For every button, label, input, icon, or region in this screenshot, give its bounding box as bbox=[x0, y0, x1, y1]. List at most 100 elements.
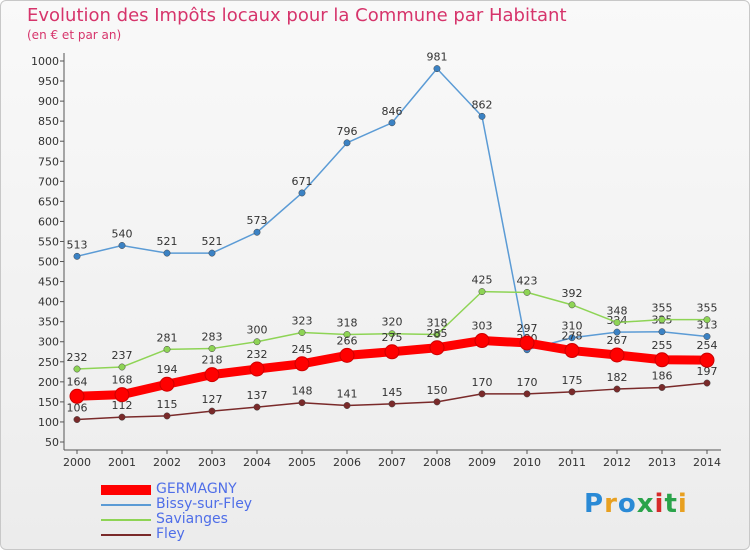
y-tick-label-250: 250 bbox=[38, 356, 59, 369]
x-tick-label-2014: 2014 bbox=[693, 456, 721, 469]
data-label-germagny-2012: 267 bbox=[607, 334, 628, 347]
data-point-bissy-sur-fley-2011 bbox=[568, 334, 576, 342]
y-tick-label-350: 350 bbox=[38, 316, 59, 329]
data-point-savianges-2009 bbox=[478, 288, 486, 296]
data-point-fley-2011 bbox=[568, 388, 576, 396]
legend-label-germagny: GERMAGNY bbox=[156, 481, 237, 497]
legend-label-bissy-sur-fley: Bissy-sur-Fley bbox=[156, 496, 253, 512]
y-tick-label-550: 550 bbox=[38, 235, 59, 248]
data-label-bissy-sur-fley-2011: 310 bbox=[562, 320, 583, 333]
legend-swatch-savianges bbox=[101, 519, 151, 521]
data-label-fley-2012: 182 bbox=[607, 371, 628, 384]
data-label-fley-2005: 148 bbox=[292, 385, 313, 398]
data-point-germagny-2011 bbox=[564, 343, 580, 359]
data-point-savianges-2014 bbox=[703, 316, 711, 324]
data-point-savianges-2012 bbox=[613, 319, 621, 326]
data-point-germagny-2002 bbox=[159, 376, 175, 392]
data-label-bissy-sur-fley-2009: 862 bbox=[472, 98, 493, 111]
y-tick-label-200: 200 bbox=[38, 376, 59, 389]
data-label-bissy-sur-fley-2002: 521 bbox=[157, 235, 178, 248]
data-point-savianges-2000 bbox=[73, 365, 81, 373]
data-label-bissy-sur-fley-2005: 671 bbox=[292, 175, 313, 188]
chart-subtitle: (en € et par an) bbox=[27, 28, 122, 42]
data-point-bissy-sur-fley-2014 bbox=[703, 333, 711, 340]
data-point-savianges-2006 bbox=[343, 331, 351, 338]
data-label-germagny-2004: 232 bbox=[247, 348, 268, 361]
y-tick-label-900: 900 bbox=[38, 95, 59, 108]
data-label-fley-2002: 115 bbox=[157, 398, 178, 411]
data-label-bissy-sur-fley-2007: 846 bbox=[382, 105, 403, 118]
y-tick-label-300: 300 bbox=[38, 336, 59, 349]
y-tick-label-600: 600 bbox=[38, 215, 59, 228]
data-point-bissy-sur-fley-2008 bbox=[433, 65, 441, 73]
logo-letter: o bbox=[617, 489, 637, 519]
data-point-savianges-2004 bbox=[253, 338, 261, 346]
logo-letter: t bbox=[664, 489, 678, 519]
legend-swatch-germagny bbox=[101, 485, 151, 495]
data-label-fley-2013: 186 bbox=[652, 369, 673, 382]
data-point-germagny-2003 bbox=[204, 367, 220, 383]
data-point-germagny-2010 bbox=[519, 335, 535, 351]
data-label-savianges-2013: 355 bbox=[652, 302, 673, 315]
data-point-savianges-2001 bbox=[118, 363, 126, 371]
data-label-fley-2006: 141 bbox=[337, 388, 358, 401]
data-label-savianges-2012: 348 bbox=[607, 304, 628, 317]
data-point-fley-2009 bbox=[478, 390, 486, 398]
data-label-germagny-2006: 266 bbox=[337, 334, 358, 347]
data-label-germagny-2002: 194 bbox=[157, 363, 178, 376]
data-point-savianges-2013 bbox=[658, 316, 666, 324]
legend-swatch-bissy-sur-fley bbox=[101, 504, 151, 506]
data-label-fley-2003: 127 bbox=[202, 393, 223, 406]
data-point-bissy-sur-fley-2001 bbox=[118, 242, 126, 249]
data-point-bissy-sur-fley-2006 bbox=[343, 139, 351, 147]
data-point-bissy-sur-fley-2000 bbox=[73, 252, 81, 260]
data-label-bissy-sur-fley-2000: 513 bbox=[67, 238, 88, 251]
data-point-germagny-2000 bbox=[69, 388, 85, 404]
data-label-germagny-2008: 285 bbox=[427, 327, 448, 340]
data-label-germagny-2009: 303 bbox=[472, 320, 493, 333]
logo-letter: P bbox=[584, 489, 605, 519]
data-point-savianges-2007 bbox=[388, 330, 396, 338]
legend-label-fley: Fley bbox=[156, 526, 185, 542]
data-label-savianges-2007: 320 bbox=[382, 316, 403, 329]
data-label-bissy-sur-fley-2003: 521 bbox=[202, 235, 223, 248]
data-label-savianges-2001: 237 bbox=[112, 349, 133, 362]
data-label-savianges-2005: 323 bbox=[292, 315, 313, 328]
y-tick-label-50: 50 bbox=[45, 436, 59, 449]
y-tick-label-100: 100 bbox=[38, 416, 59, 429]
data-label-savianges-2011: 392 bbox=[562, 287, 583, 300]
data-point-bissy-sur-fley-2013 bbox=[658, 328, 666, 336]
data-label-bissy-sur-fley-2008: 981 bbox=[427, 51, 448, 64]
data-label-germagny-2013: 255 bbox=[652, 339, 673, 352]
x-tick-label-2005: 2005 bbox=[288, 456, 316, 469]
data-point-germagny-2012 bbox=[609, 347, 625, 363]
data-point-bissy-sur-fley-2003 bbox=[208, 249, 216, 257]
data-label-fley-2000: 106 bbox=[67, 402, 88, 415]
logo-letter: x bbox=[636, 489, 655, 519]
data-label-germagny-2000: 164 bbox=[67, 375, 88, 388]
x-tick-label-2012: 2012 bbox=[603, 456, 631, 469]
x-tick-label-2009: 2009 bbox=[468, 456, 496, 469]
data-label-bissy-sur-fley-2001: 540 bbox=[112, 227, 133, 240]
data-point-fley-2003 bbox=[208, 407, 216, 415]
data-point-bissy-sur-fley-2002 bbox=[163, 249, 171, 257]
data-label-savianges-2006: 318 bbox=[337, 317, 358, 330]
data-label-savianges-2009: 425 bbox=[472, 274, 493, 287]
logo-letter: i bbox=[677, 489, 688, 519]
x-tick-label-2000: 2000 bbox=[63, 456, 91, 469]
data-label-savianges-2010: 423 bbox=[517, 274, 538, 287]
y-tick-label-700: 700 bbox=[38, 175, 59, 188]
x-tick-label-2006: 2006 bbox=[333, 456, 361, 469]
x-tick-label-2001: 2001 bbox=[108, 456, 136, 469]
legend-swatch-fley bbox=[101, 534, 151, 536]
y-tick-label-450: 450 bbox=[38, 276, 59, 289]
data-point-fley-2010 bbox=[523, 390, 531, 398]
x-tick-label-2002: 2002 bbox=[153, 456, 181, 469]
data-label-fley-2010: 170 bbox=[517, 376, 538, 389]
data-label-germagny-2005: 245 bbox=[292, 343, 313, 356]
data-point-bissy-sur-fley-2012 bbox=[613, 328, 621, 336]
data-label-fley-2014: 197 bbox=[697, 365, 718, 378]
data-point-fley-2005 bbox=[298, 399, 306, 407]
data-label-savianges-2003: 283 bbox=[202, 331, 223, 344]
